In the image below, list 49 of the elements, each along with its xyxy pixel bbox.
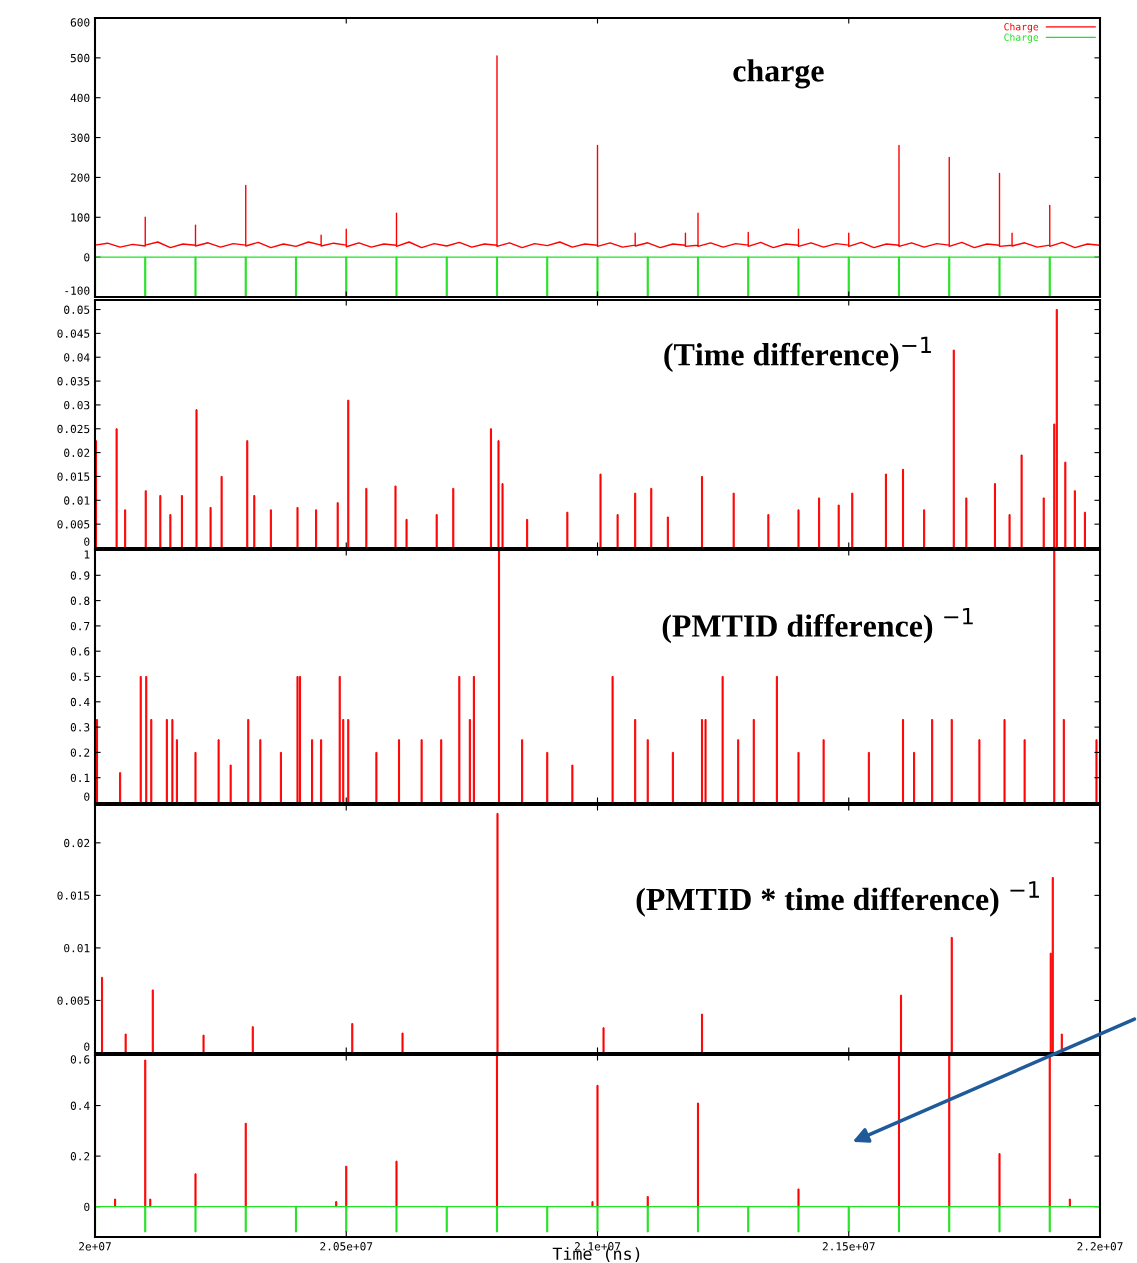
- y-tick-label: 0.01: [64, 496, 90, 505]
- y-tick-label: -100: [65, 286, 90, 295]
- y-tick-label: 0.8: [70, 596, 90, 606]
- y-tick-label: 0.6: [70, 647, 90, 656]
- y-tick-label: 0: [84, 1202, 90, 1212]
- y-tick-label: 0: [84, 537, 90, 546]
- x-tick-label: 2e+07: [79, 1242, 111, 1251]
- y-tick-label: 0.7: [70, 621, 90, 631]
- y-tick-label: 0.025: [57, 424, 90, 434]
- y-tick-label: 0.9: [70, 571, 90, 580]
- y-tick-label: 0: [84, 253, 90, 262]
- y-tick-label: 0.005: [57, 996, 90, 1005]
- text: charge: [733, 59, 824, 89]
- y-tick-label: 400: [70, 93, 90, 103]
- x-tick-label: 2.15e+07: [822, 1242, 875, 1251]
- y-tick-label: 0.3: [70, 723, 90, 732]
- x-tick-label: 2.05e+07: [320, 1242, 373, 1251]
- y-tick-label: 0.035: [57, 377, 90, 386]
- y-tick-label: 300: [70, 133, 90, 142]
- y-tick-label: 0.015: [57, 891, 90, 900]
- y-tick-label: 0.03: [64, 400, 90, 410]
- y-tick-label: 0.02: [64, 448, 90, 458]
- y-tick-label: 0.015: [57, 472, 90, 481]
- text: (PMTID difference) $^{−1}$: [662, 608, 973, 644]
- y-tick-label: 600: [70, 18, 90, 27]
- text: Charge: [1004, 33, 1039, 43]
- x-tick-label: 2.2e+07: [1077, 1242, 1123, 1251]
- text: Charge: [1004, 22, 1039, 33]
- y-tick-label: 0.045: [57, 329, 90, 338]
- y-tick-label: 0.01: [64, 943, 90, 953]
- y-tick-label: 500: [70, 53, 90, 63]
- text: (PMTID * time difference) $^{−1}$: [636, 881, 1039, 917]
- y-tick-label: 0: [84, 792, 90, 801]
- y-tick-label: 0.2: [70, 748, 90, 757]
- y-tick-label: 0.005: [57, 520, 90, 529]
- y-tick-label: 0: [84, 1042, 90, 1051]
- y-tick-label: 200: [70, 173, 90, 182]
- y-tick-label: 100: [71, 213, 90, 222]
- y-tick-label: 0.6: [70, 1055, 90, 1064]
- y-tick-label: 0.02: [64, 838, 90, 848]
- y-tick-label: 0.04: [64, 353, 90, 362]
- y-tick-label: 0.4: [70, 1101, 90, 1110]
- y-tick-label: 1: [84, 550, 90, 559]
- y-tick-label: 0.5: [70, 672, 90, 681]
- y-tick-label: 0.4: [70, 697, 90, 707]
- y-tick-label: 0.2: [70, 1152, 90, 1161]
- text: (Time difference)$^{−1}$: [664, 336, 931, 373]
- y-tick-label: 0.1: [70, 773, 90, 783]
- y-tick-label: 0.05: [64, 305, 90, 314]
